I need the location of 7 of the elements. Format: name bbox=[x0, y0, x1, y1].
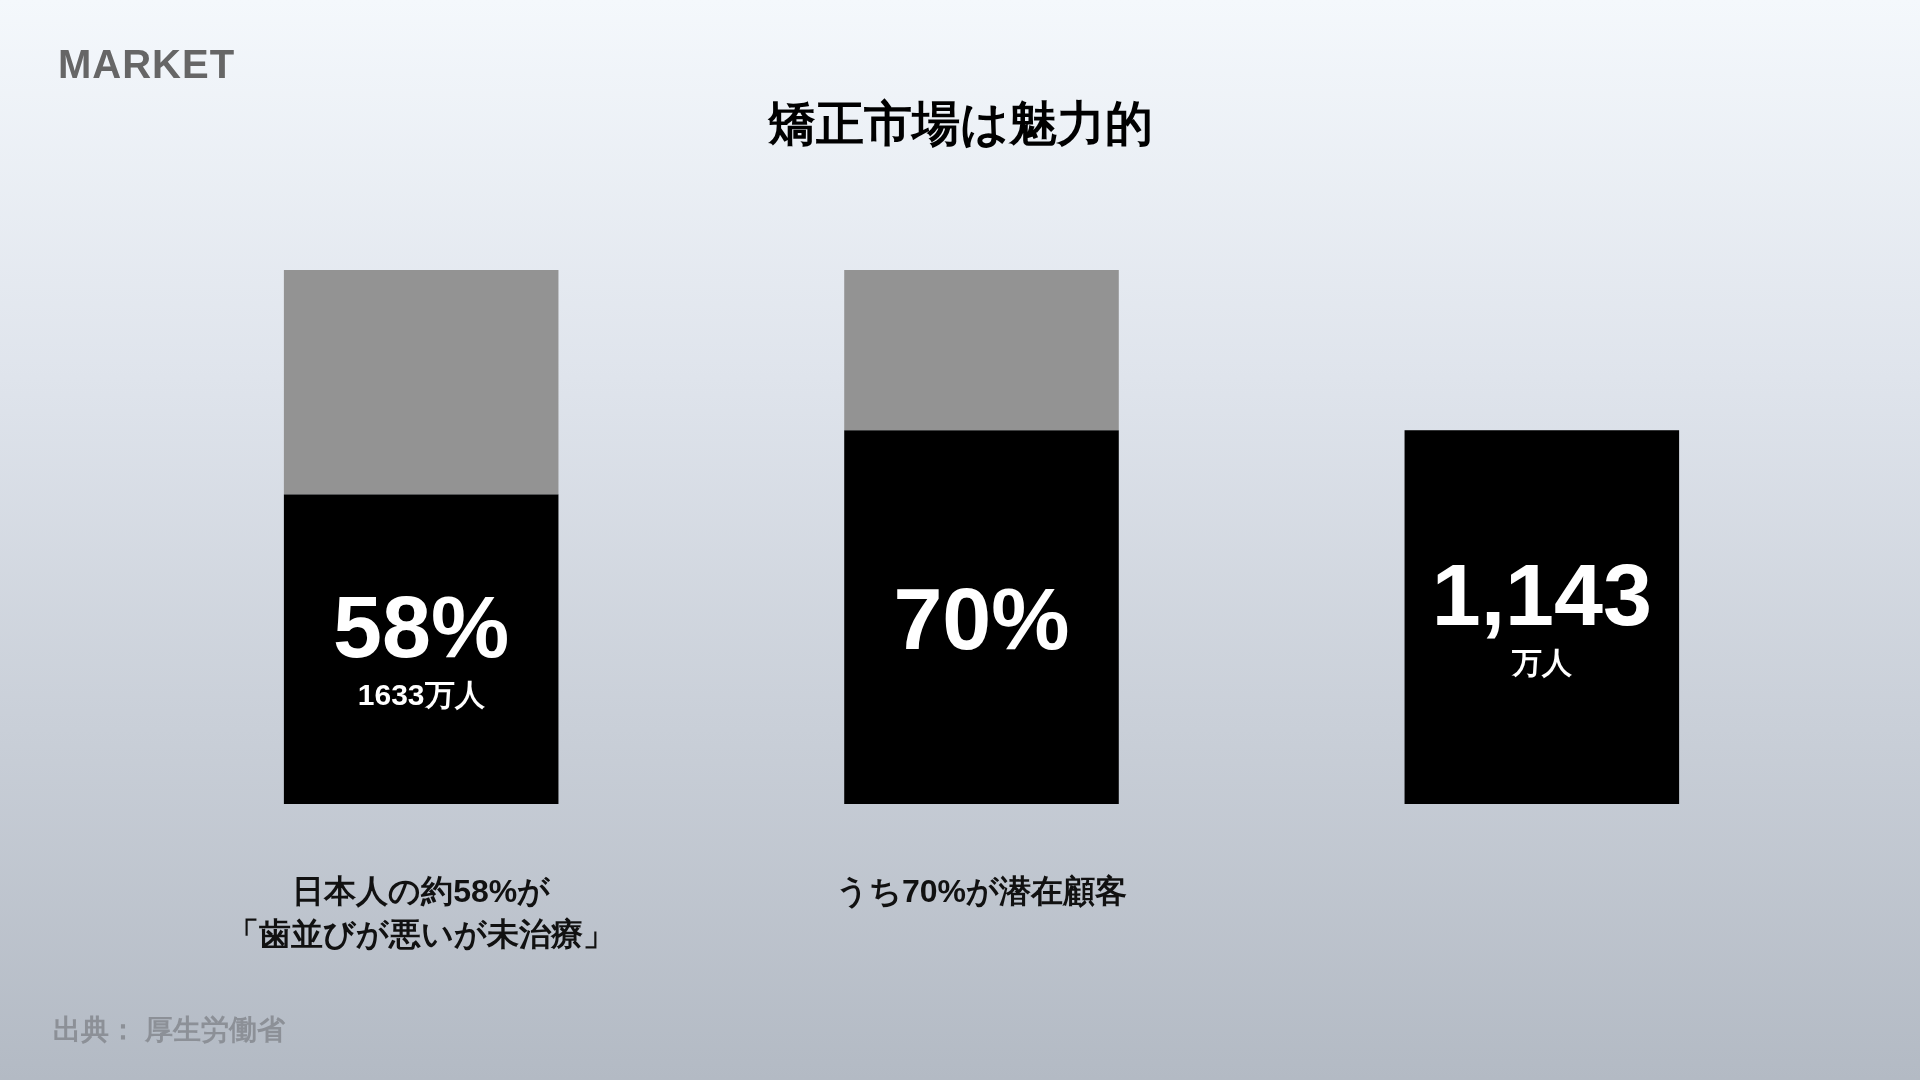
chart-title: 矯正市場は魅力的 bbox=[766, 97, 1153, 150]
x-tick-label: 日本人の約58%が「歯並びが悪いが未治療」 bbox=[226, 872, 617, 954]
data-label: 1,143 万人 bbox=[1431, 544, 1652, 679]
text: MARKET bbox=[58, 42, 236, 86]
data-label: 70% bbox=[893, 568, 1070, 668]
data-label: 58% 1633万人 bbox=[333, 576, 510, 711]
x-tick-label: うち70%が潜在顧客 bbox=[834, 872, 1128, 911]
